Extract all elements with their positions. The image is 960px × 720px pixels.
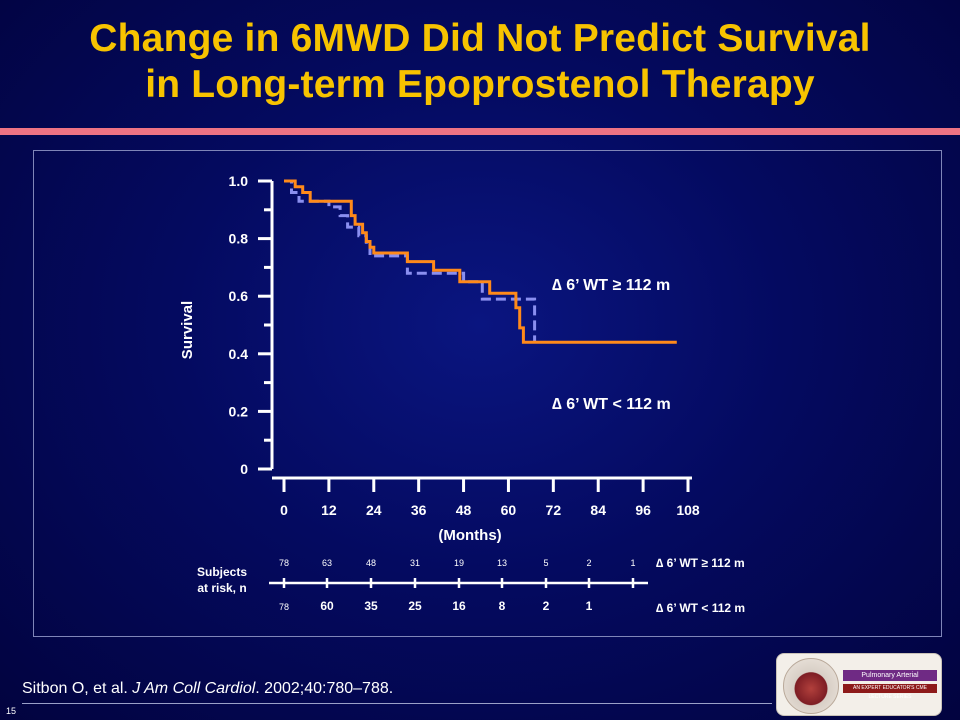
citation: Sitbon O, et al. J Am Coll Cardiol. 2002… <box>22 680 393 698</box>
citation-details: . 2002;40:780–788. <box>255 680 394 697</box>
at-risk-value-low: 78 <box>279 602 289 612</box>
slide-number: 15 <box>6 706 17 716</box>
x-tick-label: 72 <box>546 502 562 518</box>
at-risk-value-low: 25 <box>408 599 422 613</box>
slide-title-line-1: Change in 6MWD Did Not Predict Survival <box>89 17 871 60</box>
at-risk-label-line-1: Subjects <box>197 565 247 579</box>
x-tick-label: 108 <box>676 502 700 518</box>
x-tick-label: 96 <box>635 502 651 518</box>
title-divider <box>0 128 960 135</box>
series-line-low <box>284 179 537 343</box>
x-tick-label: 0 <box>280 502 288 518</box>
at-risk-value-low: 1 <box>586 599 593 613</box>
at-risk-value-high: 19 <box>454 558 464 568</box>
at-risk-value-high: 2 <box>586 558 591 568</box>
x-tick-label: 60 <box>501 502 517 518</box>
y-tick-label: 0.4 <box>229 346 249 362</box>
lungs-seal-icon <box>783 658 839 714</box>
y-tick-label: 0.6 <box>229 288 249 304</box>
footer-divider <box>22 703 772 704</box>
at-risk-value-high: 13 <box>497 558 507 568</box>
at-risk-value-low: 60 <box>320 599 334 613</box>
y-tick-label: 1.0 <box>229 173 249 189</box>
y-tick-label: 0.8 <box>229 231 249 247</box>
at-risk-value-high: 1 <box>630 558 635 568</box>
x-axis-title: (Months) <box>438 527 501 544</box>
y-tick-label: 0.2 <box>229 403 249 419</box>
at-risk-value-high: 48 <box>366 558 376 568</box>
logo-program-name: Pulmonary Arterial Hypertension <box>843 670 937 690</box>
legend-high: ∆ 6’ WT ≥ 112 m <box>552 277 670 294</box>
simply-speaking-logo: Pulmonary Arterial Hypertension AN EXPER… <box>776 653 942 716</box>
at-risk-value-low: 35 <box>364 599 378 613</box>
logo-tagline: AN EXPERT EDUCATOR'S CME LECTURE SERIES <box>843 684 937 700</box>
x-tick-label: 36 <box>411 502 427 518</box>
y-axis-title: Survival <box>179 301 196 359</box>
slide-title: Change in 6MWD Did Not Predict Survival … <box>0 16 960 108</box>
at-risk-value-high: 5 <box>543 558 548 568</box>
x-tick-label: 48 <box>456 502 472 518</box>
citation-journal: J Am Coll Cardiol <box>132 680 256 697</box>
series-line-high <box>284 179 677 344</box>
citation-authors: Sitbon O, et al. <box>22 680 133 697</box>
at-risk-value-high: 78 <box>279 558 289 568</box>
chart-panel <box>33 150 942 637</box>
at-risk-value-low: 2 <box>543 599 550 613</box>
y-tick-label: 0 <box>240 461 248 477</box>
x-tick-label: 12 <box>321 502 337 518</box>
x-tick-label: 84 <box>590 502 606 518</box>
slide-title-line-2: in Long-term Epoprostenol Therapy <box>145 63 815 106</box>
at-risk-value-low: 8 <box>499 599 506 613</box>
legend-low: ∆ 6’ WT < 112 m <box>552 396 671 413</box>
x-tick-label: 24 <box>366 502 382 518</box>
at-risk-row-label-high: ∆ 6’ WT ≥ 112 m <box>656 556 745 570</box>
at-risk-row-label-low: ∆ 6’ WT < 112 m <box>656 601 745 615</box>
at-risk-label-line-2: at risk, n <box>197 581 246 595</box>
at-risk-value-low: 16 <box>452 599 466 613</box>
at-risk-value-high: 63 <box>322 558 332 568</box>
at-risk-value-high: 31 <box>410 558 420 568</box>
